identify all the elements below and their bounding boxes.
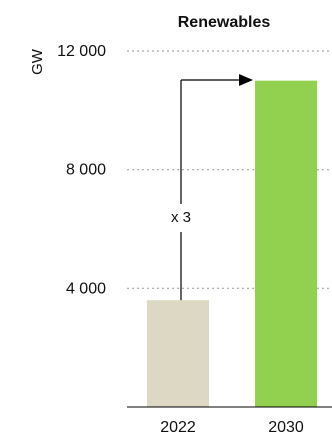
bar-2022 xyxy=(147,300,209,407)
y-tick-label-2: 12 000 xyxy=(57,43,106,60)
growth-arrow xyxy=(180,74,253,301)
x-category-label-2030: 2030 xyxy=(268,419,304,436)
x-axis-category-labels: 2022 2030 xyxy=(160,419,304,436)
y-axis-tick-labels: 4 000 8 000 12 000 xyxy=(57,43,106,297)
bars xyxy=(147,80,317,408)
x-category-label-2022: 2022 xyxy=(160,419,196,436)
arrow-head xyxy=(239,74,253,86)
y-tick-label-1: 8 000 xyxy=(66,162,106,179)
y-axis-unit-label: GW xyxy=(29,48,46,75)
y-tick-label-0: 4 000 xyxy=(66,280,106,297)
growth-multiplier-label: x 3 xyxy=(171,209,191,226)
chart-title: Renewables xyxy=(178,14,271,31)
bar-2030 xyxy=(255,80,317,408)
